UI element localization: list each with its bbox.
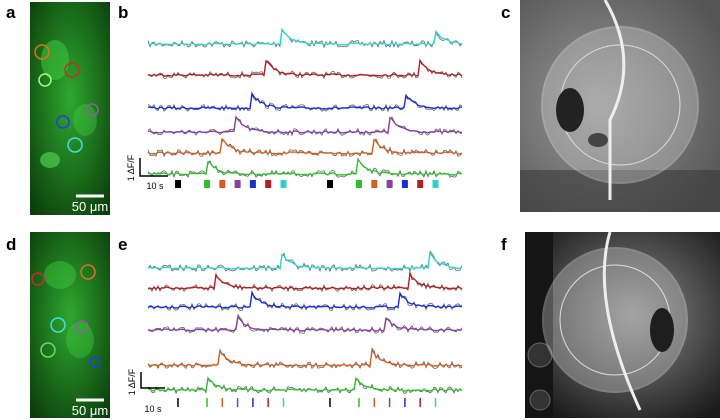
- fit-trace: [147, 27, 463, 46]
- fit-trace: [147, 290, 463, 309]
- scale-bar-label: 50 μm: [72, 403, 108, 418]
- traces: [147, 27, 463, 179]
- fit-trace: [147, 251, 463, 270]
- fit-trace: [147, 115, 463, 134]
- microscopy-image: [30, 232, 110, 418]
- stimulus-marker: [356, 180, 362, 188]
- fit-trace: [147, 376, 463, 392]
- stimulus-marker: [234, 180, 241, 188]
- microscopy-image: [30, 2, 110, 215]
- scale-y-label: 1 ΔF/F: [126, 154, 136, 181]
- scale-y-label: 1 ΔF/F: [127, 368, 137, 395]
- fit-trace: [147, 91, 463, 110]
- stimulus-marker: [432, 180, 439, 188]
- raw-trace: [147, 158, 463, 179]
- fit-trace: [147, 348, 463, 367]
- panel-label: d: [6, 235, 16, 254]
- photo: [525, 231, 720, 418]
- panel-label: e: [118, 235, 127, 254]
- traces: [147, 250, 463, 395]
- scale-x-label: 10 s: [146, 181, 164, 191]
- stimulus-marker: [371, 180, 378, 188]
- stimulus-markers: [177, 398, 437, 407]
- fit-trace: [147, 314, 463, 332]
- raw-trace: [147, 271, 463, 293]
- raw-trace: [147, 377, 463, 395]
- panel-label: b: [118, 3, 128, 22]
- stimulus-marker: [204, 180, 210, 188]
- scale-bar: [140, 372, 165, 389]
- fit-trace: [147, 157, 463, 176]
- stimulus-marker: [249, 180, 256, 188]
- photo: [520, 0, 720, 212]
- scale-bar-label: 50 μm: [72, 199, 108, 214]
- stimulus-markers: [175, 180, 439, 188]
- panel-label: f: [501, 235, 507, 254]
- panel-label: a: [6, 3, 16, 22]
- panel-label: c: [501, 3, 510, 22]
- stimulus-marker: [265, 180, 272, 188]
- stimulus-marker: [280, 180, 287, 188]
- stimulus-marker: [219, 180, 226, 188]
- stimulus-marker: [401, 180, 408, 188]
- scale-bar: [139, 158, 168, 177]
- stimulus-marker: [175, 180, 181, 188]
- stimulus-marker: [327, 180, 333, 188]
- fit-trace: [147, 270, 463, 290]
- fit-trace: [147, 58, 463, 77]
- stimulus-marker: [417, 180, 424, 188]
- raw-trace: [147, 250, 463, 273]
- stimulus-marker: [386, 180, 393, 188]
- scale-x-label: 10 s: [144, 404, 162, 414]
- fit-trace: [147, 137, 463, 155]
